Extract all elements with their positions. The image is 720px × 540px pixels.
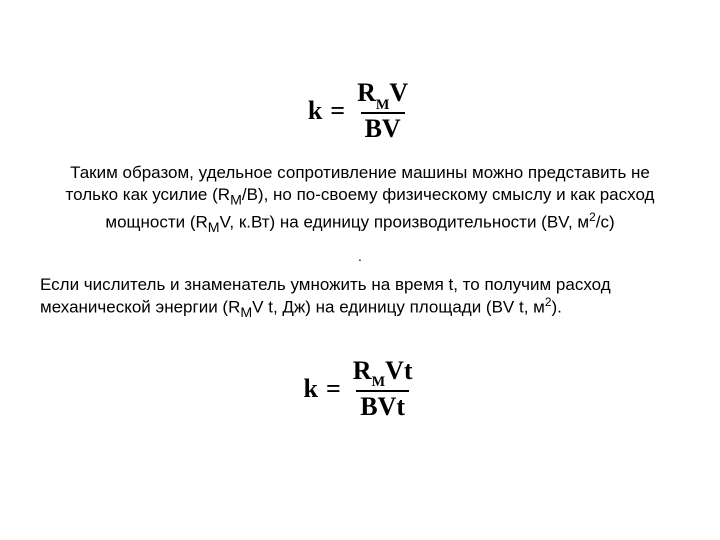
- num2-R: R: [353, 356, 372, 385]
- num-V: V: [389, 78, 408, 107]
- formula-2: k = RМVt BVt: [40, 358, 680, 420]
- p2-line2-sub: М: [240, 305, 252, 321]
- p1-line2-sub: М: [230, 192, 242, 208]
- p2-line2c: ).: [551, 297, 561, 316]
- p1-line3c: /с): [596, 212, 615, 231]
- formula-1-numerator: RМV: [353, 80, 412, 112]
- formula-2-numerator: RМVt: [349, 358, 417, 390]
- num2-Vt: Vt: [385, 356, 412, 385]
- p1-line3-sub: М: [208, 220, 220, 236]
- p1-line3-sup: 2: [589, 210, 596, 224]
- formula-2-content: k = RМVt BVt: [303, 358, 416, 420]
- p2-line1: Если числитель и знаменатель умножить на…: [40, 275, 611, 294]
- p2-line2b: V t, Дж) на единицу площади (BV t, м: [252, 297, 545, 316]
- paragraph-2: Если числитель и знаменатель умножить на…: [40, 274, 680, 323]
- p1-line1: Таким образом, удельное сопротивление ма…: [70, 163, 650, 182]
- num2-Msub: М: [372, 374, 386, 390]
- slide-page: k = RМV BV Таким образом, удельное сопро…: [0, 0, 720, 540]
- p1-line2b: /B), но по-своему физическому смыслу и к…: [242, 185, 655, 204]
- paragraph-1: Таким образом, удельное сопротивление ма…: [40, 162, 680, 237]
- num-R: R: [357, 78, 376, 107]
- formula-1-denominator: BV: [361, 112, 405, 142]
- p1-line3a: мощности (R: [105, 212, 207, 231]
- formula-2-fraction: RМVt BVt: [349, 358, 417, 420]
- formula-1-lhs: k: [308, 96, 322, 126]
- num-Msub: М: [376, 97, 390, 113]
- formula-1-fraction: RМV BV: [353, 80, 412, 142]
- p2-line2a: механической энергии (R: [40, 297, 240, 316]
- formula-2-eq: =: [326, 374, 341, 404]
- formula-1-content: k = RМV BV: [308, 80, 412, 142]
- p1-line2a: только как усилие (R: [66, 185, 231, 204]
- formula-2-denominator: BVt: [356, 390, 409, 420]
- p1-line3b: V, к.Вт) на единицу производительности (…: [220, 212, 590, 231]
- formula-1: k = RМV BV: [40, 80, 680, 142]
- formula-2-lhs: k: [303, 374, 317, 404]
- formula-1-eq: =: [330, 96, 345, 126]
- stray-dot: .: [40, 248, 680, 264]
